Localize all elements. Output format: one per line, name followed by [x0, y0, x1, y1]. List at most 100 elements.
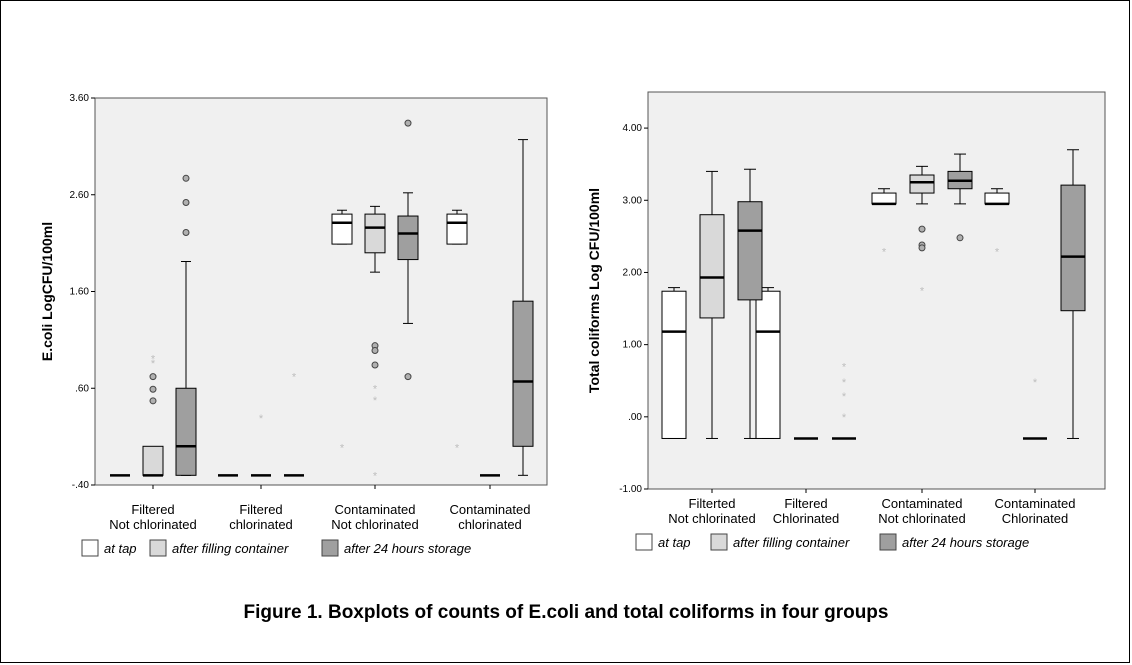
outlier-point: [182, 228, 190, 236]
outlier-point: [371, 361, 379, 369]
extreme-point: *: [373, 383, 378, 395]
extreme-point: *: [151, 353, 156, 365]
y-axis-label: Total coliforms Log CFU/100ml: [586, 188, 602, 393]
x-category-line: Not chlorinated: [668, 511, 755, 526]
y-tick-label: -1.00: [619, 484, 642, 495]
extreme-point: *: [842, 412, 847, 424]
y-tick-label: .00: [628, 412, 642, 423]
box-iqr: [331, 213, 353, 245]
box-at-tap-group4: *: [446, 209, 468, 454]
box-after-filling-group3: ***: [364, 205, 386, 482]
x-category-line: Chlorinated: [773, 511, 840, 526]
extreme-point: *: [373, 470, 378, 482]
y-tick-label: 3.60: [70, 93, 90, 104]
extreme-point: *: [292, 372, 297, 384]
outlier-point: [149, 385, 157, 393]
outlier-point: [371, 347, 379, 355]
extreme-point: *: [842, 391, 847, 403]
box-after-24h-group3: [947, 153, 973, 242]
outlier-point: [149, 397, 157, 405]
x-category-label: Filtered Chlorinated: [773, 496, 840, 526]
box-after-24h-group1: [175, 174, 197, 476]
x-category-line: Contaminated: [995, 496, 1076, 511]
x-category-line: Not chlorinated: [878, 511, 965, 526]
box-after-24h-group2: * * * *: [832, 361, 856, 440]
box-iqr: [142, 445, 164, 476]
extreme-point: *: [920, 286, 925, 298]
extreme-point: *: [151, 358, 156, 370]
plot-area: [94, 97, 548, 486]
outlier-point: [404, 373, 412, 381]
x-category-line: Filtered: [784, 496, 827, 511]
box-iqr: [909, 174, 935, 194]
box-at-tap-group4: *: [984, 188, 1010, 259]
legend-swatch-after-24h: [321, 539, 339, 557]
x-category-line: Filtered: [131, 502, 174, 517]
box-after-24h-group4: [512, 139, 534, 476]
box-iqr: [364, 213, 386, 254]
x-category-label: Contaminated chlorinated: [450, 502, 531, 532]
box-iqr: [984, 192, 1010, 205]
y-axis-label: E.coli LogCFU/100ml: [39, 222, 55, 361]
extreme-point: *: [882, 247, 887, 259]
extreme-point: *: [340, 442, 345, 454]
chart-ecoli: 3.60 2.60 1.60 .60 -.40 E.coli LogCFU/100ml Fi…: [39, 93, 548, 557]
x-category-line: Filtered: [239, 502, 282, 517]
box-iqr: [755, 290, 781, 439]
box-after-24h-group1: [737, 168, 763, 439]
box-at-tap-group2: [755, 287, 781, 439]
legend-swatch-at-tap: [635, 533, 653, 551]
box-after-filling-group3: *: [909, 165, 935, 298]
extreme-point: *: [995, 247, 1000, 259]
box-iqr: [397, 215, 419, 261]
box-iqr: [699, 214, 725, 319]
outlier-point: [149, 373, 157, 381]
box-after-24h-group3: [397, 119, 419, 381]
legend-label-at-tap: at tap: [658, 535, 691, 550]
x-category-line: Not chlorinated: [109, 517, 196, 532]
y-tick-label: -.40: [72, 480, 90, 491]
box-after-filling-group1: **: [142, 353, 164, 477]
box-iqr: [737, 201, 763, 301]
y-tick-label: 2.60: [70, 190, 90, 201]
x-category-line: Contaminated: [335, 502, 416, 517]
box-iqr: [1060, 184, 1086, 312]
box-after-24h-group4: [1060, 149, 1086, 439]
x-category-line: Chlorinated: [1002, 511, 1069, 526]
y-tick-label: 2.00: [623, 267, 643, 278]
box-at-tap-group3: *: [331, 209, 353, 454]
y-tick-label: 4.00: [623, 123, 643, 134]
box-iqr: [175, 387, 197, 476]
box-iqr: [661, 290, 687, 439]
legend-label-after-24h: after 24 hours storage: [344, 541, 471, 556]
y-tick-label: 1.00: [623, 340, 643, 351]
extreme-point: *: [259, 413, 264, 425]
box-iqr: [446, 213, 468, 245]
outlier-point: [956, 234, 964, 242]
box-at-tap-group1: [661, 287, 687, 439]
extreme-point: *: [1033, 377, 1038, 389]
legend-label-after-filling: after filling container: [733, 535, 850, 550]
x-category-label: Contaminated Not chlorinated: [878, 496, 965, 526]
extreme-point: *: [455, 442, 460, 454]
y-tick-label: .60: [75, 383, 89, 394]
outlier-point: [182, 198, 190, 206]
x-category-label: Filtered chlorinated: [229, 502, 293, 532]
legend-swatch-after-filling: [149, 539, 167, 557]
outlier-point: [918, 244, 926, 252]
legend-swatch-at-tap: [81, 539, 99, 557]
box-at-tap-group3: *: [871, 188, 897, 259]
outlier-point: [182, 174, 190, 182]
extreme-point: *: [842, 361, 847, 373]
legend-label-after-24h: after 24 hours storage: [902, 535, 1029, 550]
box-iqr: [512, 300, 534, 447]
x-category-line: Contaminated: [450, 502, 531, 517]
x-category-label: Filtered Not chlorinated: [109, 502, 196, 532]
y-tick-label: 1.60: [70, 287, 90, 298]
x-category-line: chlorinated: [229, 517, 293, 532]
x-category-line: Not chlorinated: [331, 517, 418, 532]
box-iqr: [871, 192, 897, 205]
x-category-label: Contaminated Not chlorinated: [331, 502, 418, 532]
box-after-filling-group1: [699, 170, 725, 439]
